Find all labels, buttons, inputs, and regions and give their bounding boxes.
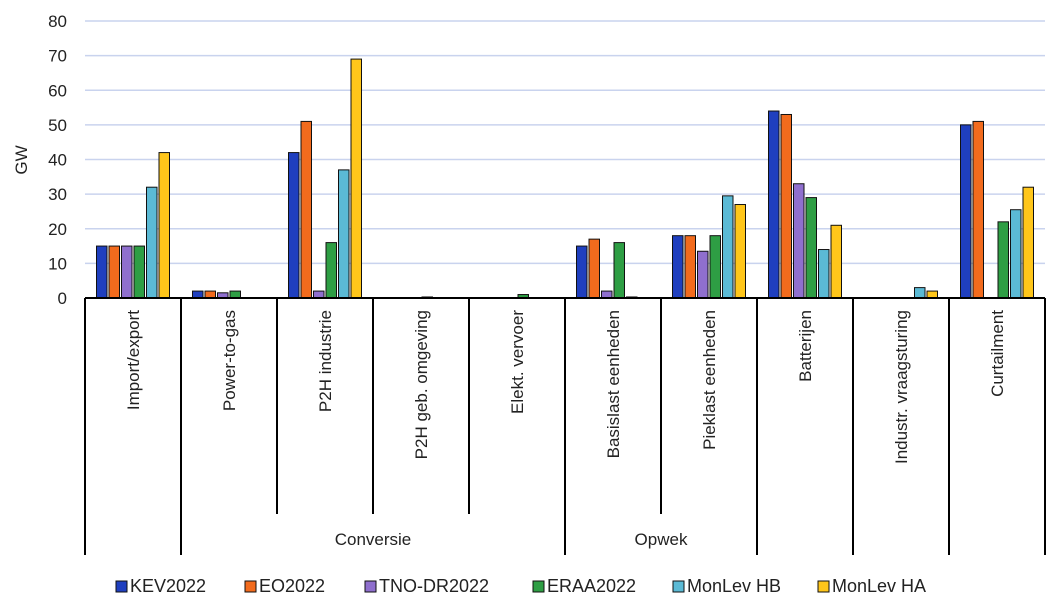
bar <box>146 186 158 299</box>
group-labels: Conversie Opwek <box>335 530 688 549</box>
category-label: Elekt. vervoer <box>508 310 527 414</box>
bar <box>997 221 1009 299</box>
bar <box>805 197 817 299</box>
bar <box>684 235 696 299</box>
y-tick-label: 50 <box>48 116 67 135</box>
bar <box>818 249 830 299</box>
bar <box>914 287 926 299</box>
y-tick-label: 20 <box>48 220 67 239</box>
group-label: Opwek <box>635 530 688 549</box>
bar <box>121 245 133 299</box>
bar <box>192 290 204 299</box>
category-label: Import/export <box>124 310 143 410</box>
bar <box>576 245 588 299</box>
legend-label: KEV2022 <box>130 576 206 596</box>
legend: KEV2022 EO2022 TNO-DR2022 ERAA2022 MonLev HB… <box>115 576 926 596</box>
bar <box>133 245 145 299</box>
bar <box>709 235 721 299</box>
legend-label: MonLev HB <box>687 576 781 596</box>
bar <box>613 242 625 299</box>
bar <box>1010 209 1022 299</box>
bar <box>338 169 350 299</box>
legend-swatch <box>244 580 257 593</box>
y-tick-label: 10 <box>48 254 67 273</box>
bar <box>158 152 170 299</box>
legend-label: ERAA2022 <box>547 576 636 596</box>
category-label: Basislast eenheden <box>604 310 623 458</box>
bar <box>601 290 613 299</box>
y-axis-label: GW <box>12 145 31 174</box>
bar <box>830 224 842 299</box>
category-axis <box>84 297 1046 555</box>
legend-label: TNO-DR2022 <box>379 576 489 596</box>
bar <box>313 290 325 299</box>
bar <box>1022 186 1034 299</box>
bar <box>972 120 984 299</box>
bar <box>793 183 805 299</box>
bar <box>926 290 938 299</box>
bar <box>350 58 362 299</box>
legend-swatch <box>672 580 685 593</box>
bar <box>96 245 108 299</box>
bar <box>300 120 312 299</box>
legend-swatch <box>532 580 545 593</box>
bar <box>672 235 684 299</box>
legend-swatch <box>115 580 128 593</box>
bar <box>697 250 709 299</box>
category-label: Batterijen <box>796 310 815 382</box>
y-axis-ticks: 0 10 20 30 40 50 60 70 80 <box>48 12 67 308</box>
bar <box>960 124 972 299</box>
bar <box>229 290 241 299</box>
y-tick-label: 30 <box>48 185 67 204</box>
legend-swatch <box>817 580 830 593</box>
gridlines <box>85 20 1045 265</box>
legend-label: MonLev HA <box>832 576 926 596</box>
bar <box>108 245 120 299</box>
bar <box>204 290 216 299</box>
bar <box>734 204 746 299</box>
bar <box>780 113 792 299</box>
category-label: Curtailment <box>988 310 1007 397</box>
legend-swatch <box>364 580 377 593</box>
y-tick-label: 70 <box>48 47 67 66</box>
y-tick-label: 0 <box>58 289 67 308</box>
category-label: Power-to-gas <box>220 310 239 411</box>
y-tick-label: 40 <box>48 151 67 170</box>
bars <box>96 58 1034 299</box>
category-label: Industr. vraagsturing <box>892 310 911 464</box>
bar <box>722 195 734 299</box>
y-tick-label: 80 <box>48 12 67 31</box>
bar <box>588 238 600 299</box>
bar <box>768 110 780 299</box>
bar <box>288 152 300 299</box>
bar <box>325 242 337 299</box>
category-label: Pieklast eenheden <box>700 310 719 450</box>
legend-label: EO2022 <box>259 576 325 596</box>
category-label: P2H geb. omgeving <box>412 310 431 459</box>
y-tick-label: 60 <box>48 81 67 100</box>
category-label: P2H industrie <box>316 310 335 412</box>
category-labels: Import/export Power-to-gas P2H industrie P2… <box>124 310 1007 464</box>
group-label: Conversie <box>335 530 412 549</box>
